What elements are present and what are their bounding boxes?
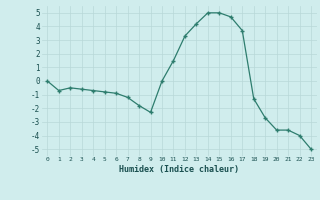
X-axis label: Humidex (Indice chaleur): Humidex (Indice chaleur) xyxy=(119,165,239,174)
